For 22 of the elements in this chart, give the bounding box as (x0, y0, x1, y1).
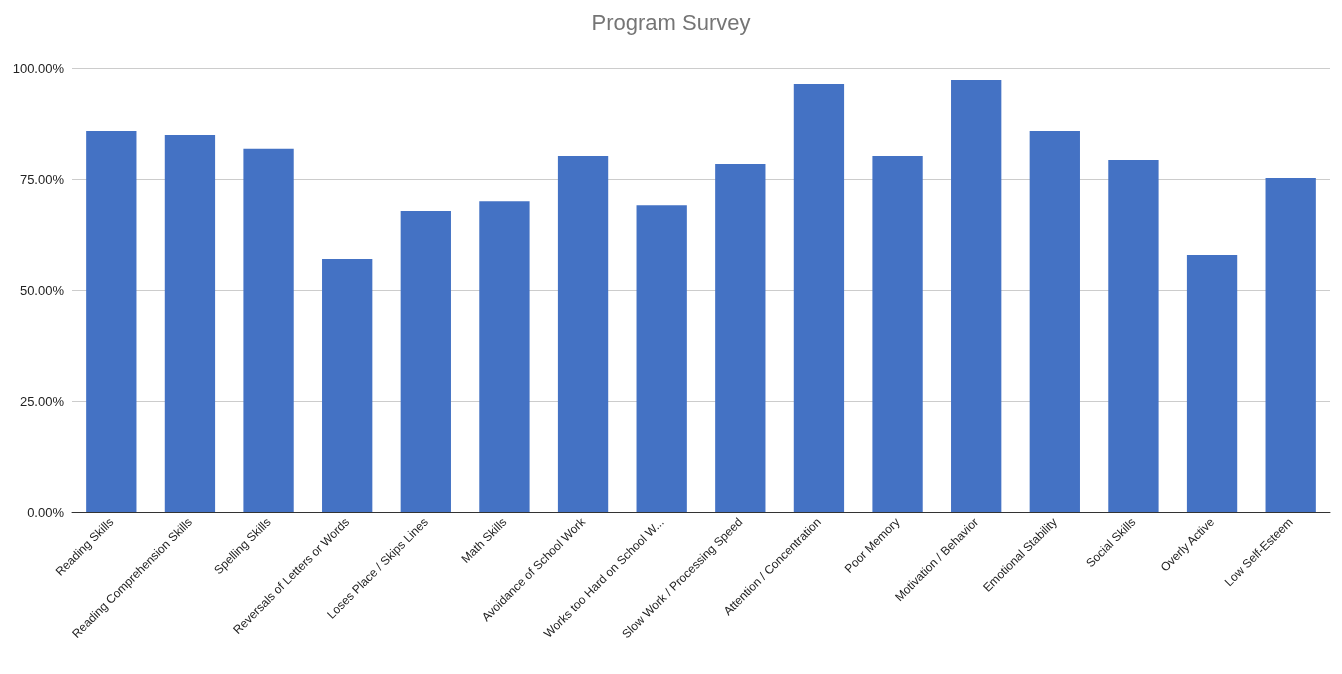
y-tick-label: 100.00% (12, 60, 65, 76)
bar (1265, 178, 1316, 512)
bar (1029, 131, 1080, 512)
bar (322, 258, 373, 512)
chart-title: Program Survey (591, 9, 751, 35)
bar (715, 163, 766, 512)
bar (1186, 254, 1238, 512)
bar (557, 155, 609, 512)
bar (951, 79, 1002, 512)
bar (1108, 159, 1159, 512)
bar (164, 135, 216, 512)
bar (479, 201, 530, 512)
bar (636, 205, 687, 512)
y-tick-label: 50.00% (19, 282, 65, 298)
bar (793, 83, 845, 512)
bar (400, 210, 451, 512)
y-tick-label: 0.00% (27, 504, 65, 520)
bar (243, 148, 294, 512)
y-tick-label: 75.00% (19, 171, 65, 187)
bar (872, 155, 923, 512)
y-tick-label: 25.00% (19, 393, 65, 409)
bar (86, 131, 137, 512)
